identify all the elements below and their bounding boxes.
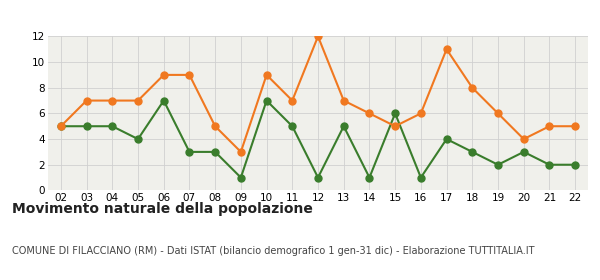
Legend: Nascite, Decessi: Nascite, Decessi (232, 0, 404, 1)
Text: COMUNE DI FILACCIANO (RM) - Dati ISTAT (bilancio demografico 1 gen-31 dic) - Ela: COMUNE DI FILACCIANO (RM) - Dati ISTAT (… (12, 246, 535, 256)
Text: Movimento naturale della popolazione: Movimento naturale della popolazione (12, 202, 313, 216)
